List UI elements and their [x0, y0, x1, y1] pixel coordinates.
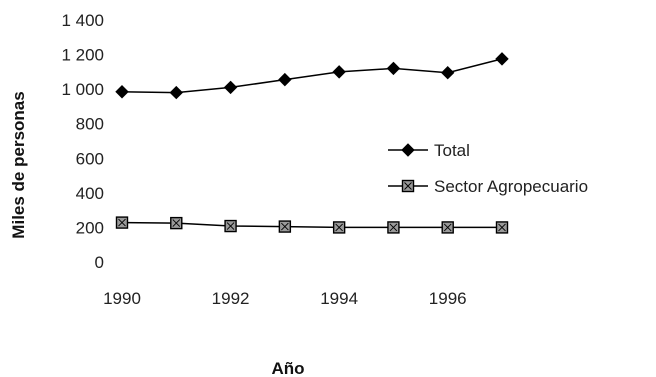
- data-point: [441, 221, 454, 234]
- x-axis-title: Año: [271, 359, 304, 377]
- y-tick-label: 0: [95, 253, 104, 272]
- data-point: [115, 216, 129, 229]
- data-point: [170, 216, 183, 230]
- data-point-hatch: [281, 222, 289, 231]
- data-point: [495, 221, 509, 234]
- y-tick-label: 800: [76, 115, 104, 134]
- series-layer: [115, 52, 509, 234]
- data-point-hatch: [118, 218, 126, 227]
- data-point: [441, 66, 455, 80]
- data-point: [401, 179, 415, 193]
- data-point-hatch: [443, 223, 452, 232]
- series-line: [121, 58, 503, 94]
- series-total: [115, 52, 509, 100]
- data-point-hatch: [498, 223, 506, 232]
- data-point: [495, 52, 509, 66]
- data-point-hatch: [172, 219, 181, 227]
- y-tick-label: 600: [76, 149, 104, 168]
- legend-item: Sector Agropecuario: [388, 177, 588, 196]
- data-point: [386, 61, 401, 76]
- data-point: [332, 221, 346, 234]
- data-point-hatch: [335, 223, 343, 232]
- x-tick-label: 1996: [429, 289, 467, 308]
- data-point-hatch: [389, 223, 398, 232]
- legend-label: Sector Agropecuario: [434, 177, 588, 196]
- x-tick-label: 1992: [212, 289, 250, 308]
- y-axis-ticks: 0 200 400 600 800 1 000 1 200 1 400: [61, 11, 104, 272]
- x-tick-label: 1990: [103, 289, 141, 308]
- data-point: [278, 220, 292, 233]
- data-point-hatch: [404, 182, 412, 190]
- data-point: [169, 85, 183, 100]
- legend-item: Total: [388, 141, 470, 160]
- legend: Total Sector Agropecuario: [388, 141, 588, 196]
- y-tick-label: 1 000: [61, 80, 104, 99]
- series-line: [121, 221, 502, 229]
- data-point: [224, 219, 237, 233]
- y-axis-title: Miles de personas: [9, 91, 28, 238]
- data-point: [223, 80, 238, 95]
- data-point: [387, 221, 400, 234]
- series-sector-agropecuario: [115, 216, 509, 234]
- y-tick-label: 400: [76, 184, 104, 203]
- y-tick-label: 200: [76, 218, 104, 237]
- y-tick-label: 1 400: [61, 11, 104, 30]
- data-point: [332, 65, 346, 79]
- legend-label: Total: [434, 141, 470, 160]
- x-axis-ticks: 1990 1992 1994 1996: [103, 289, 467, 308]
- data-point: [115, 85, 129, 99]
- data-point-hatch: [226, 222, 235, 230]
- data-point: [401, 143, 415, 157]
- y-tick-label: 1 200: [61, 46, 104, 65]
- data-point: [278, 72, 292, 87]
- x-tick-label: 1994: [320, 289, 358, 308]
